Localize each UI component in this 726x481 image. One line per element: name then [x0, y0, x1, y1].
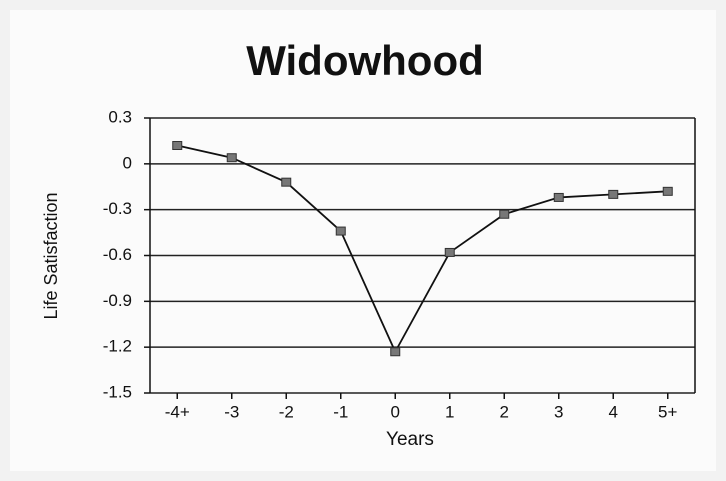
marker [444, 247, 455, 257]
series-line [177, 144, 668, 354]
y-tick-label: -0.9 [103, 291, 132, 310]
marker [281, 177, 292, 187]
x-tick-label: 5+ [658, 402, 677, 421]
marker [226, 153, 237, 163]
marker [499, 209, 510, 219]
x-axis-label: Years [386, 429, 434, 450]
y-axis-label: Life Satisfaction [41, 192, 61, 319]
x-tick-label: 2 [500, 402, 509, 421]
marker [172, 141, 183, 150]
paper [10, 10, 716, 471]
chart-title: Widowhood [246, 37, 484, 84]
x-tick-label: -3 [224, 402, 239, 421]
marker [608, 189, 619, 199]
y-tick-label: 0 [123, 153, 132, 172]
x-tick-label: 0 [391, 402, 400, 421]
y-tick-label: -0.6 [103, 245, 132, 264]
x-tick-label: 1 [445, 402, 454, 421]
x-tick-label: 4 [609, 402, 618, 421]
y-tick-label: -1.2 [103, 337, 132, 356]
marker [335, 226, 346, 236]
marker [553, 192, 564, 202]
x-tick-label: 3 [554, 402, 563, 421]
x-tick-label: -1 [333, 402, 348, 421]
y-tick-label: -1.5 [103, 382, 132, 401]
y-tick-label: -0.3 [103, 199, 132, 218]
x-tick-label: -4+ [165, 402, 190, 421]
marker [662, 186, 673, 196]
x-tick-label: -2 [279, 402, 294, 421]
y-tick-label: 0.3 [108, 107, 132, 126]
marker [390, 347, 401, 357]
